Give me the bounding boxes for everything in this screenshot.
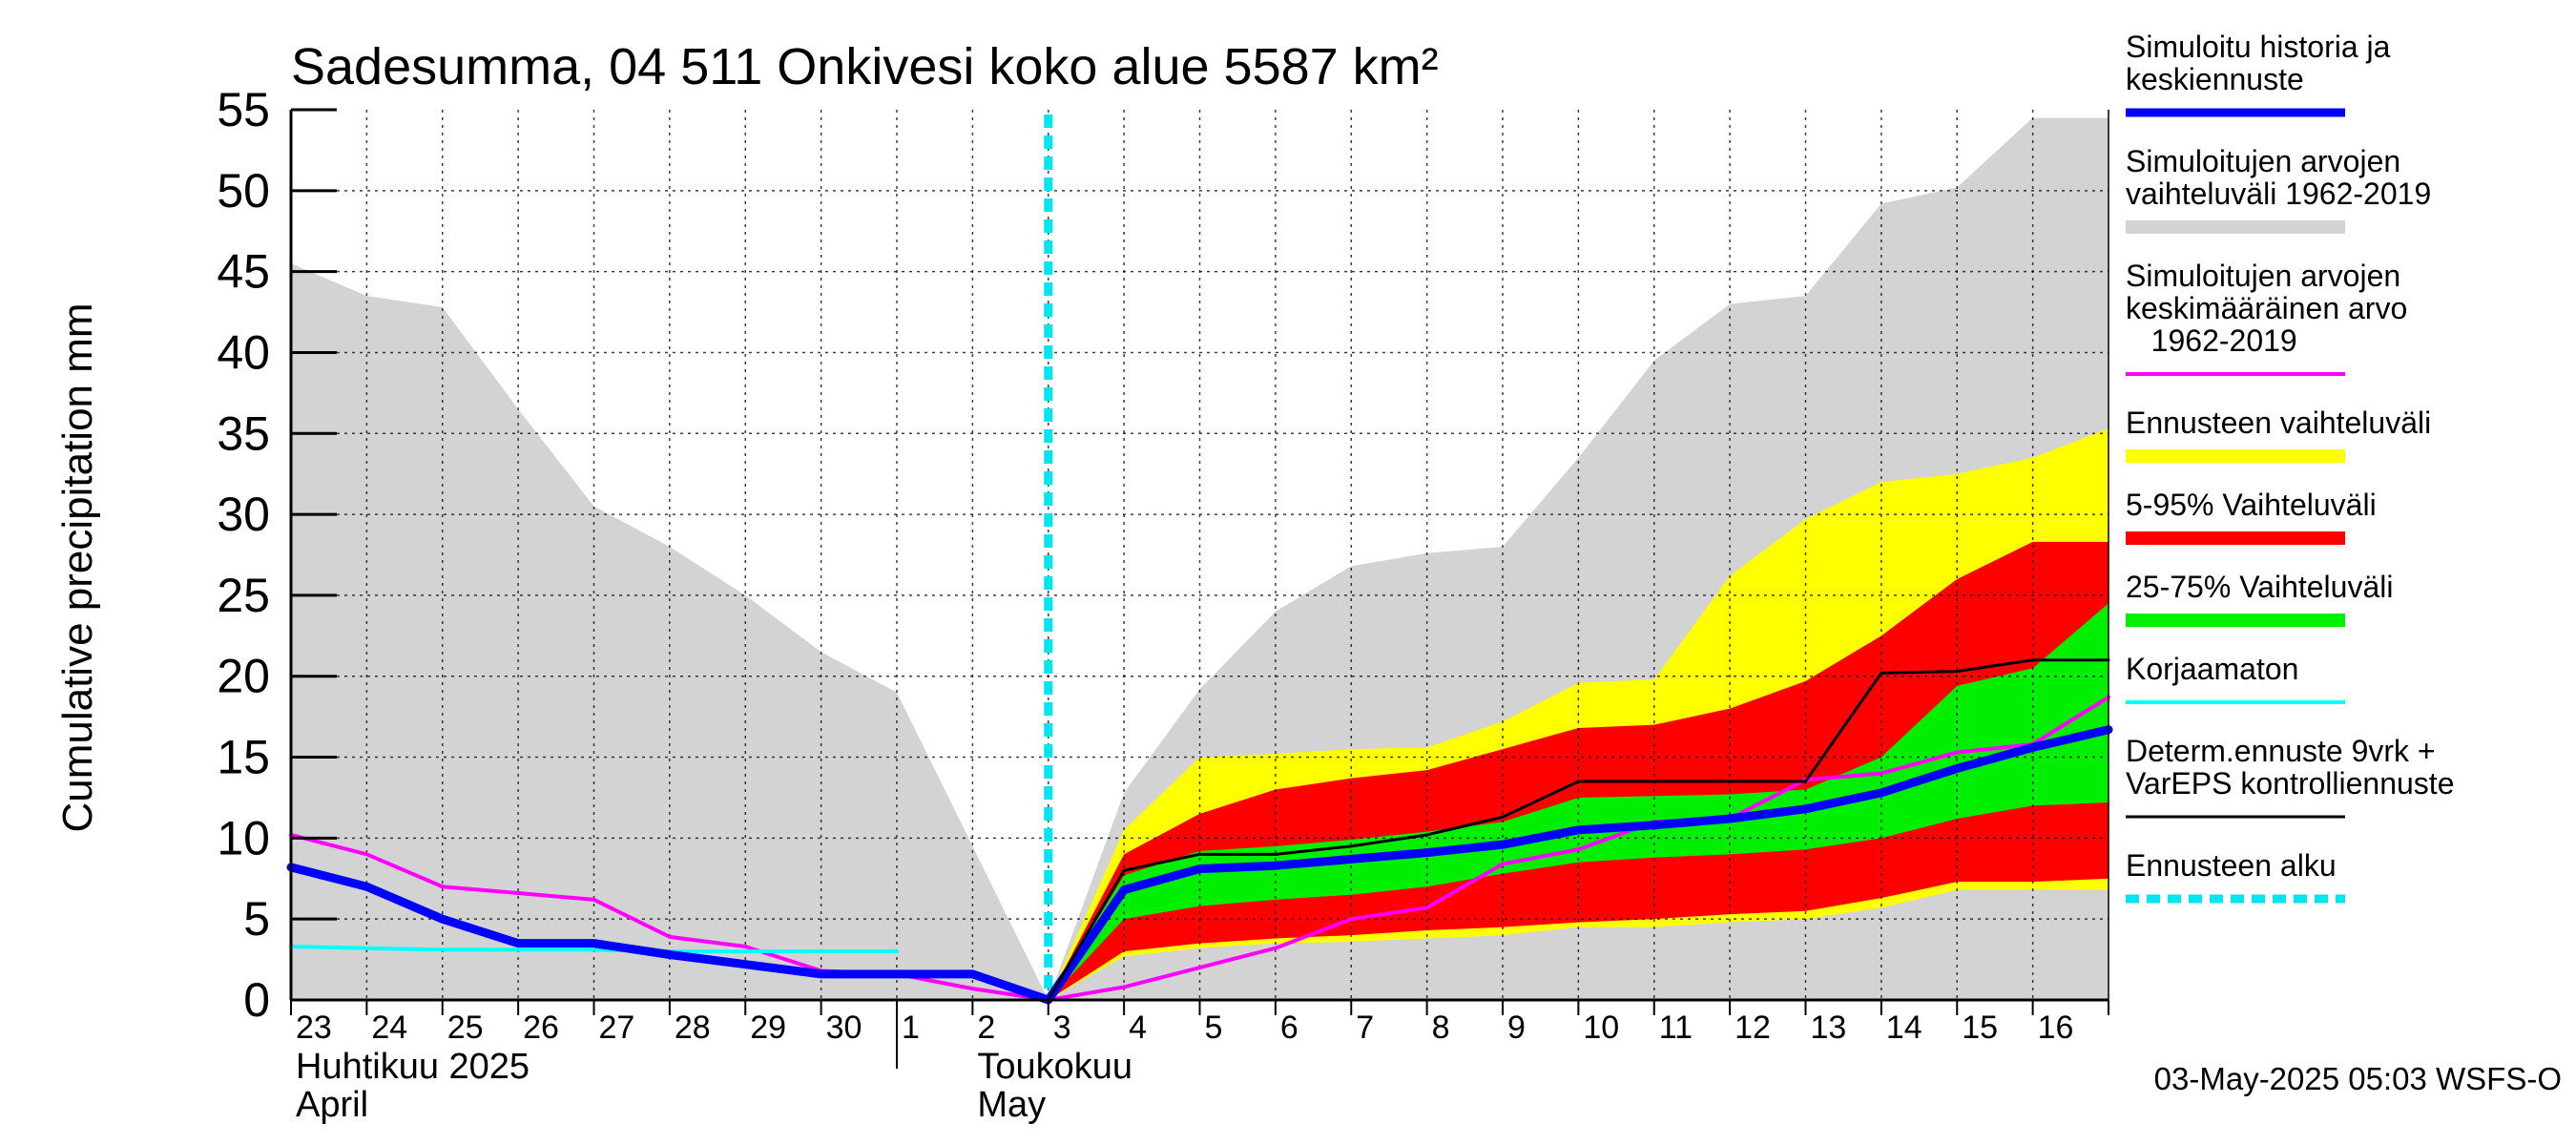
series-determ-ennuste-9vrk-vareps-kontrolliennuste	[1047, 658, 2110, 1002]
legend-label: Simuloitu historia ja	[2126, 30, 2391, 64]
x-tick-label: 27	[599, 1010, 635, 1046]
legend-label: keskimääräinen arvo	[2126, 291, 2407, 325]
legend-swatch	[2126, 614, 2345, 627]
x-tick-label: 12	[1735, 1010, 1771, 1046]
x-tick-label: 9	[1507, 1010, 1526, 1046]
legend-label: Ennusteen alku	[2126, 848, 2337, 883]
legend-label: Simuloitujen arvojen	[2126, 259, 2400, 293]
x-tick-label: 26	[523, 1010, 559, 1046]
legend-label: 1962-2019	[2126, 323, 2297, 358]
y-tick-label: 30	[217, 488, 270, 541]
footer-timestamp: 03-May-2025 05:03 WSFS-O	[2154, 1061, 2562, 1096]
month-label-en: May	[977, 1085, 1046, 1125]
x-tick-label: 2	[977, 1010, 995, 1046]
x-tick-label: 14	[1886, 1010, 1922, 1046]
month-label: Huhtikuu 2025	[296, 1047, 530, 1087]
legend-label: Ennusteen vaihteluväli	[2126, 406, 2431, 440]
x-tick-label: 7	[1356, 1010, 1374, 1046]
x-tick-label: 4	[1129, 1010, 1147, 1046]
legend-label: vaihteluväli 1962-2019	[2126, 177, 2431, 211]
y-tick-label: 45	[217, 245, 270, 299]
x-tick-label: 3	[1053, 1010, 1071, 1046]
x-tick-label: 5	[1205, 1010, 1223, 1046]
legend-label: Simuloitujen arvojen	[2126, 144, 2400, 178]
series-simuloitu-historia-ja-keskiennuste	[286, 725, 2113, 1005]
x-tick-label: 1	[902, 1010, 920, 1046]
y-tick-label: 10	[217, 811, 270, 864]
legend-swatch	[2126, 449, 2345, 463]
x-tick-label: 23	[296, 1010, 332, 1046]
legend-label: Determ.ennuste 9vrk +	[2126, 734, 2436, 768]
y-tick-label: 0	[243, 973, 270, 1027]
series-korjaamaton	[289, 945, 899, 954]
y-tick-label: 40	[217, 325, 270, 379]
y-tick-label: 35	[217, 406, 270, 460]
x-tick-label: 25	[447, 1010, 484, 1046]
legend-swatch	[2126, 531, 2345, 545]
x-tick-label: 13	[1811, 1010, 1847, 1046]
y-tick-label: 5	[243, 892, 270, 946]
legend-swatch	[2126, 220, 2345, 234]
x-tick-label: 28	[675, 1010, 711, 1046]
legend-label: Korjaamaton	[2126, 652, 2298, 686]
x-tick-label: 11	[1659, 1010, 1693, 1046]
legend-label: VarEPS kontrolliennuste	[2126, 766, 2454, 801]
x-tick-label: 10	[1583, 1010, 1619, 1046]
x-tick-label: 15	[1962, 1010, 1998, 1046]
x-tick-label: 16	[2038, 1010, 2074, 1046]
y-tick-label: 25	[217, 569, 270, 622]
band-25-75-vaihteluv-li	[1048, 603, 2109, 1000]
y-axis-label: Cumulative precipitation mm	[54, 302, 101, 832]
legend-label: 25-75% Vaihteluväli	[2126, 570, 2393, 604]
x-tick-label: 24	[371, 1010, 407, 1046]
legend-label: 5-95% Vaihteluväli	[2126, 488, 2377, 522]
month-label-en: April	[296, 1085, 368, 1125]
month-label: Toukokuu	[977, 1047, 1132, 1087]
y-tick-label: 15	[217, 731, 270, 784]
y-tick-label: 50	[217, 164, 270, 218]
x-tick-label: 30	[826, 1010, 862, 1046]
x-tick-label: 8	[1432, 1010, 1450, 1046]
y-tick-label: 55	[217, 83, 270, 136]
y-tick-label: 20	[217, 650, 270, 703]
legend-label: keskiennuste	[2126, 62, 2304, 96]
chart-title: Sadesumma, 04 511 Onkivesi koko alue 558…	[291, 38, 1439, 95]
x-tick-label: 29	[750, 1010, 786, 1046]
x-tick-label: 6	[1280, 1010, 1298, 1046]
